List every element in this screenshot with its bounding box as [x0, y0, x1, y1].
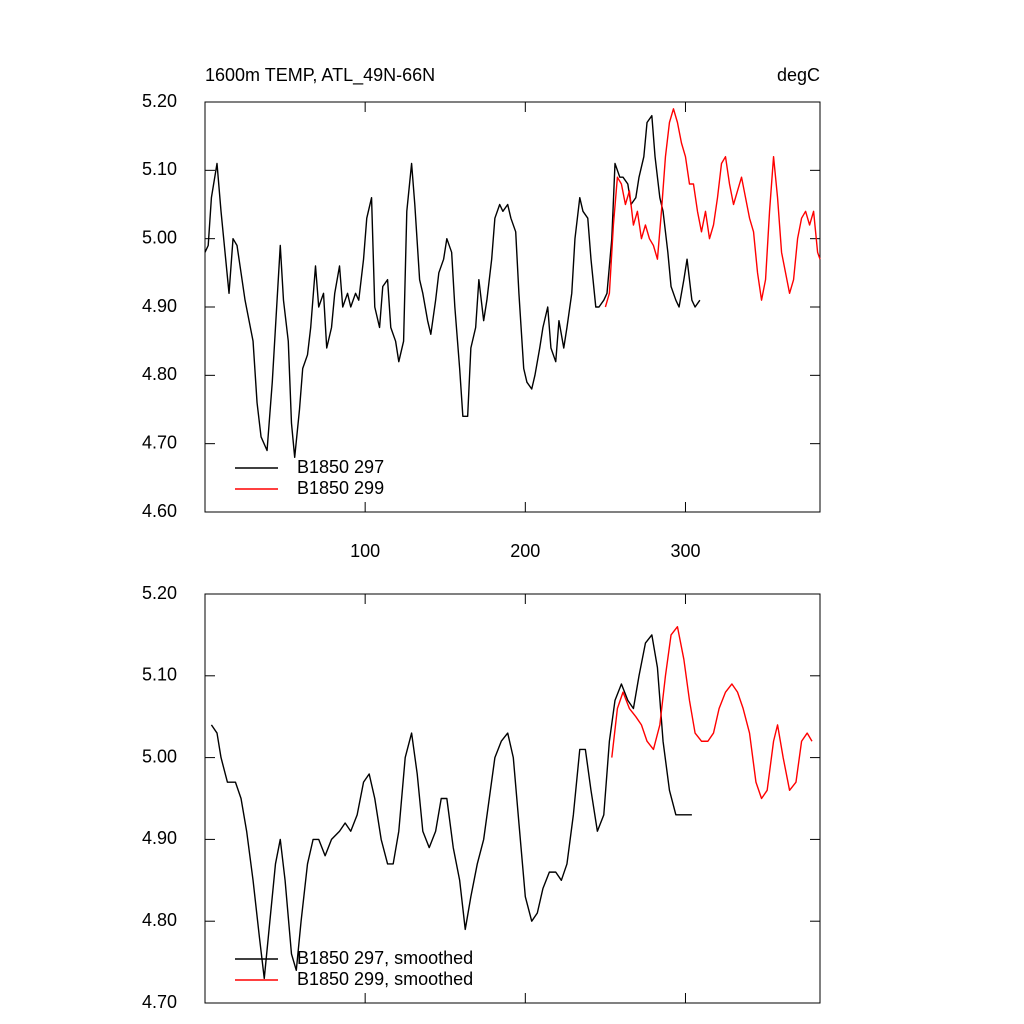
x-tick-label: 200 — [510, 541, 540, 561]
y-tick-label: 5.20 — [142, 91, 177, 111]
chart-title: 1600m TEMP, ATL_49N-66N — [205, 65, 435, 86]
x-tick-label: 300 — [670, 541, 700, 561]
plot-frame — [204, 593, 821, 1004]
y-tick-label: 4.80 — [142, 910, 177, 930]
series-line — [210, 634, 692, 980]
y-tick-label: 4.80 — [142, 364, 177, 384]
y-tick-label: 5.10 — [142, 159, 177, 179]
series-line — [204, 114, 701, 459]
y-tick-label: 5.00 — [142, 746, 177, 766]
y-tick-label: 4.70 — [142, 432, 177, 452]
plot-frame — [204, 101, 821, 513]
x-tick-label: 100 — [350, 541, 380, 561]
legend-label: B1850 299 — [297, 478, 384, 498]
y-tick-label: 4.60 — [142, 501, 177, 521]
y-tick-label: 4.90 — [142, 828, 177, 848]
legend-label: B1850 299, smoothed — [297, 969, 473, 989]
y-tick-label: 4.90 — [142, 296, 177, 316]
legend-label: B1850 297, smoothed — [297, 948, 473, 968]
legend-label: B1850 297 — [297, 457, 384, 477]
y-tick-label: 4.70 — [142, 992, 177, 1012]
series-line — [604, 108, 821, 308]
y-tick-label: 5.20 — [142, 583, 177, 603]
series-line — [611, 626, 813, 800]
units-label: degC — [777, 65, 820, 85]
y-tick-label: 5.10 — [142, 665, 177, 685]
y-tick-label: 5.00 — [142, 227, 177, 247]
